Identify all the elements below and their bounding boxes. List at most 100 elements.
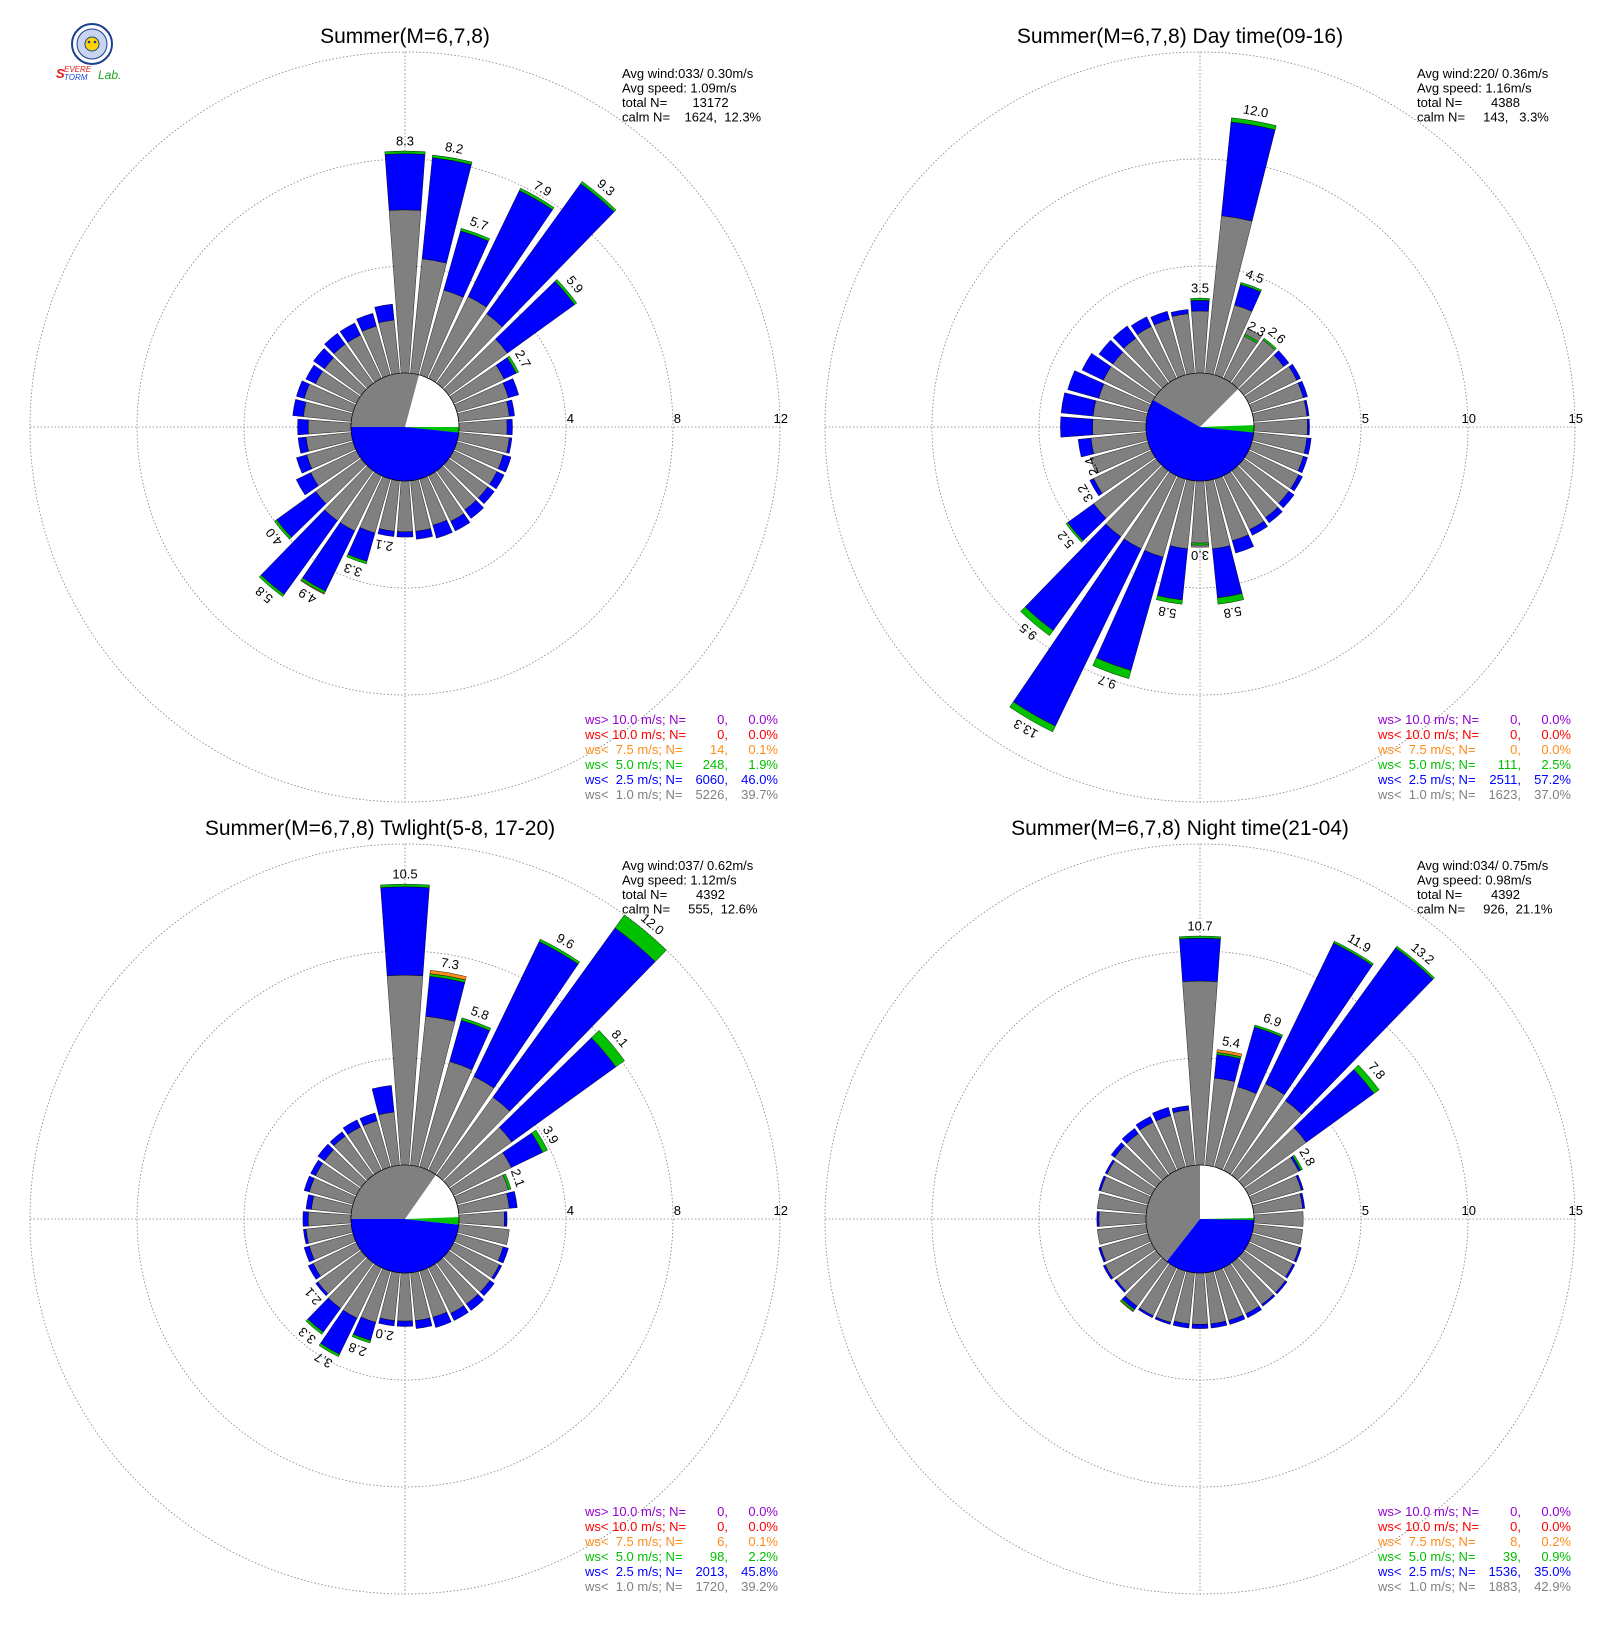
legend-percent: 57.2% xyxy=(1534,772,1571,787)
bar-seg-lt25-dir-270 xyxy=(1096,1211,1100,1227)
bar-seg-lt25-dir-70 xyxy=(1297,380,1308,398)
bar-seg-lt50-dir-230 xyxy=(274,519,292,540)
bar-seg-lt25-dir-280 xyxy=(292,399,307,417)
bar-seg-lt50-dir-20 xyxy=(1240,282,1262,293)
bar-value-label: 5.7 xyxy=(468,213,490,233)
ring-label: 5 xyxy=(1362,1203,1369,1218)
bar-seg-lt25-dir-340 xyxy=(1150,310,1170,326)
bar-seg-lt25-dir-300 xyxy=(1104,1159,1115,1175)
legend-label: ws< 2.5 m/s; N= xyxy=(584,1564,683,1579)
wind-rose-panel-2: 5 10 153.512.04.52.32.65.83.05.89.713.39.5… xyxy=(824,25,1583,803)
bar-value-label: 8.3 xyxy=(396,133,414,148)
legend-count: 5226, xyxy=(695,787,728,802)
bar-seg-lt75-dir-220 xyxy=(1119,1300,1134,1313)
bar-seg-lt50-dir-0 xyxy=(384,150,426,155)
bar-seg-lt25-dir-0 xyxy=(380,886,430,976)
ring-label: 10 xyxy=(1462,411,1476,426)
bar-value-label: 10.5 xyxy=(392,867,417,882)
bar-seg-lt50-dir-40 xyxy=(1262,337,1277,351)
bar-value-label: 5.4 xyxy=(1221,1033,1241,1051)
bar-seg-lt50-dir-200 xyxy=(1092,657,1132,679)
bar-seg-lt25-dir-110 xyxy=(497,1246,509,1264)
bar-value-label: 6.9 xyxy=(1261,1010,1283,1030)
bar-value-label: 2.1 xyxy=(508,1167,528,1189)
bar-seg-lt25-dir-270 xyxy=(302,1211,309,1227)
bar-value-label: 3.3 xyxy=(342,560,364,580)
bar-seg-lt25-dir-140 xyxy=(1261,1294,1276,1307)
legend-percent: 0.0% xyxy=(1541,742,1571,757)
bar-seg-lt25-dir-10 xyxy=(1221,121,1276,222)
legend-label: ws< 7.5 m/s; N= xyxy=(584,742,683,757)
legend-percent: 0.0% xyxy=(1541,1519,1571,1534)
bar-seg-lt50-dir-10 xyxy=(432,154,473,165)
bar-value-label: 2.4 xyxy=(1081,455,1101,477)
bar-seg-calm-speed-dir-180 xyxy=(1192,1272,1208,1325)
bar-value-label: 8.2 xyxy=(444,139,464,157)
bar-seg-lt25-dir-190 xyxy=(377,528,395,537)
bar-seg-lt50-dir-180 xyxy=(1191,542,1209,546)
bar-value-label: 10.7 xyxy=(1187,918,1212,933)
legend-count: 1883, xyxy=(1488,1579,1521,1594)
wind-rose-panel-1: 4 8 128.3 8.25.77.9 9.35.92.72.13.34.95.84.0… xyxy=(29,25,788,803)
wind-rose-panel-3: 4 8 1210.57.35.89.612.08.13.92.12.02.83.73… xyxy=(29,817,788,1595)
legend-label: ws> 10.0 m/s; N= xyxy=(1377,1504,1479,1519)
bar-seg-lt25-dir-300 xyxy=(310,1159,324,1176)
panel-title: Summer(M=6,7,8) xyxy=(320,25,490,48)
stat-calm: calm N= 1624, 12.3% xyxy=(622,110,762,125)
bar-seg-lt25-dir-280 xyxy=(305,1194,314,1210)
bar-seg-lt25-dir-120 xyxy=(489,471,505,490)
bar-seg-lt25-dir-300 xyxy=(305,364,324,384)
bar-seg-calm-speed-dir-270 xyxy=(308,1211,352,1227)
bar-seg-lt50-dir-20 xyxy=(460,228,490,242)
bar-seg-lt25-dir-80 xyxy=(506,1191,518,1209)
bar-seg-lt50-dir-0 xyxy=(1190,297,1210,301)
panel-title: Summer(M=6,7,8) Twlight(5-8, 17-20) xyxy=(205,817,555,840)
legend-count: 0, xyxy=(717,727,728,742)
bar-seg-lt25-dir-170 xyxy=(415,1317,433,1329)
bar-seg-lt25-dir-10 xyxy=(1214,1054,1241,1082)
legend-label: ws< 1.0 m/s; N= xyxy=(1377,1579,1476,1594)
bar-seg-calm-speed-dir-180 xyxy=(397,480,413,533)
bar-seg-lt50-dir-170 xyxy=(1217,593,1244,605)
ring-label: 12 xyxy=(774,1203,788,1218)
ring-label: 8 xyxy=(674,1203,681,1218)
bar-seg-lt25-dir-170 xyxy=(415,528,433,540)
bar-seg-lt50-dir-60 xyxy=(506,355,519,374)
legend-percent: 39.7% xyxy=(741,787,778,802)
legend-label: ws< 10.0 m/s; N= xyxy=(1377,1519,1479,1534)
bar-seg-lt25-dir-340 xyxy=(356,313,377,332)
grid-ring xyxy=(136,158,674,696)
bar-seg-lt25-dir-190 xyxy=(378,1317,395,1327)
legend-percent: 0.0% xyxy=(748,1504,778,1519)
bar-seg-lt25-dir-140 xyxy=(466,1293,484,1311)
legend-label: ws< 2.5 m/s; N= xyxy=(1377,1564,1476,1579)
bar-seg-lt25-dir-10 xyxy=(425,976,466,1022)
bar-value-label: 3.0 xyxy=(1191,548,1209,563)
bar-seg-lt25-dir-80 xyxy=(1299,1192,1306,1209)
bar-seg-lt25-dir-310 xyxy=(1098,339,1124,365)
legend-count: 8, xyxy=(1510,1534,1521,1549)
bar-seg-lt25-dir-190 xyxy=(1172,1320,1190,1329)
bar-seg-lt50-dir-30 xyxy=(1243,333,1259,344)
grid-ring xyxy=(931,158,1469,696)
legend-count: 6, xyxy=(717,1534,728,1549)
legend-percent: 45.8% xyxy=(741,1564,778,1579)
bar-seg-lt50-dir-30 xyxy=(538,938,580,965)
stat-calm: calm N= 555, 12.6% xyxy=(622,902,758,917)
bar-seg-lt25-dir-120 xyxy=(1290,474,1303,492)
legend-label: ws< 5.0 m/s; N= xyxy=(584,757,683,772)
calm-pie-slice-lt25 xyxy=(1146,400,1254,481)
legend-count: 0, xyxy=(1510,727,1521,742)
stat-avg-speed: Avg speed: 1.09m/s xyxy=(622,81,737,96)
bar-seg-lt50-dir-220 xyxy=(1020,606,1054,636)
bar-seg-lt25-dir-340 xyxy=(359,1112,378,1127)
legend-label: ws< 7.5 m/s; N= xyxy=(1377,742,1476,757)
bar-seg-lt50-dir-230 xyxy=(1065,522,1084,543)
legend-label: ws< 5.0 m/s; N= xyxy=(584,1549,683,1564)
bar-seg-lt25-dir-330 xyxy=(1135,1116,1154,1131)
bar-seg-lt25-dir-0 xyxy=(384,153,426,211)
legend-percent: 0.9% xyxy=(1541,1549,1571,1564)
bar-seg-lt25-dir-150 xyxy=(1249,520,1268,536)
calm-pie-slice-lt50 xyxy=(406,427,459,433)
bar-seg-lt25-dir-150 xyxy=(450,1305,469,1321)
